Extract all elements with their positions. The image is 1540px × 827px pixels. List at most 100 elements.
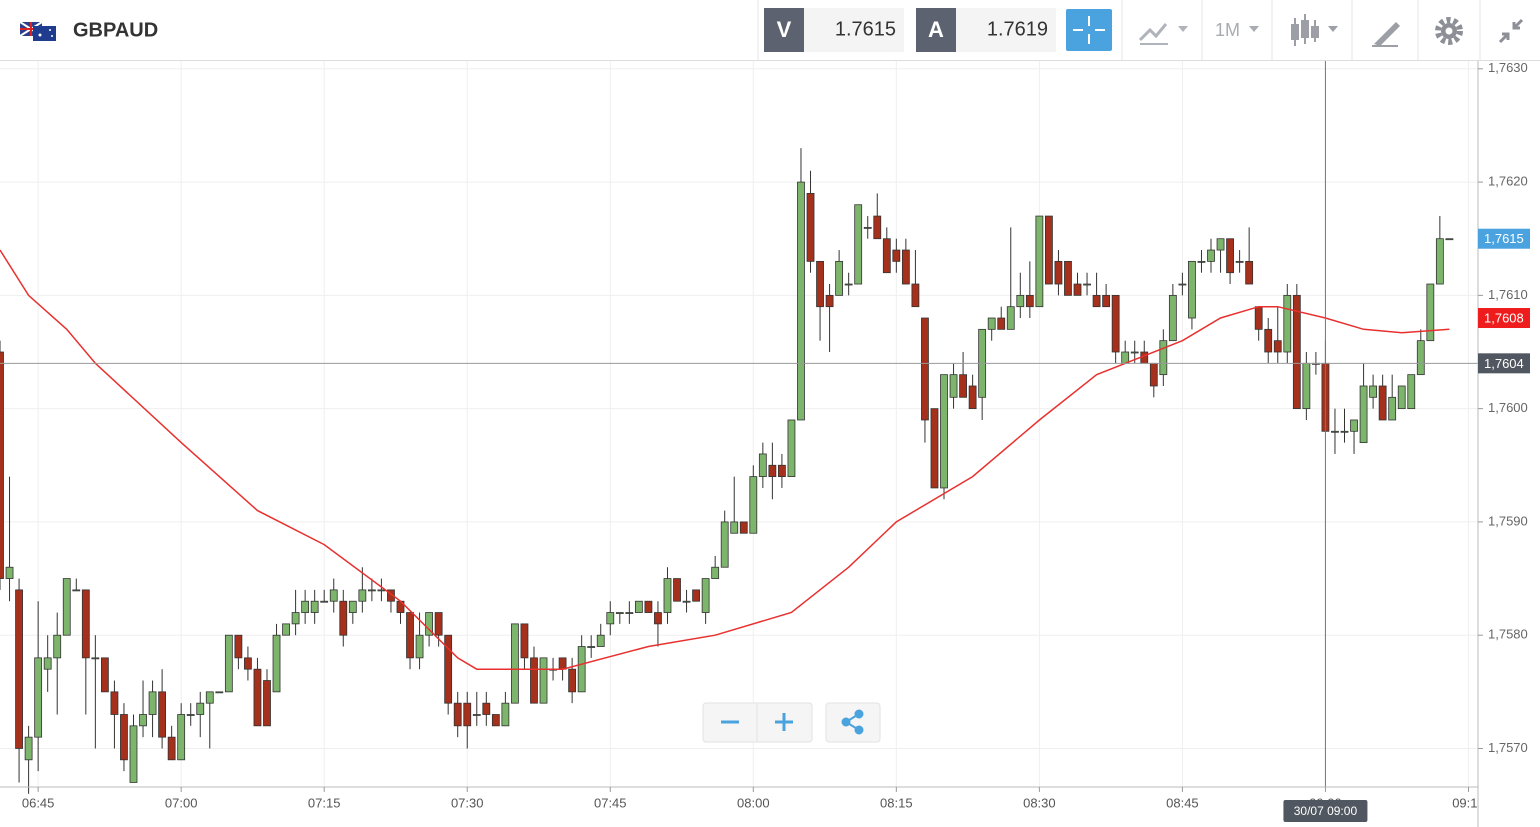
price-tag-box [1478,308,1530,329]
candle-body [224,634,233,693]
buy-price: 1.7619 [987,18,1048,40]
candle-body [291,612,300,625]
x-tick-label: 09:15 [1452,795,1485,810]
candle-body [1045,215,1053,285]
candle-body [596,634,605,647]
candle-body [959,374,967,398]
x-tick-label: 07:00 [165,795,198,810]
candle-body [434,612,443,636]
candle-body [406,612,414,659]
candle-body [1350,419,1358,432]
candle-body [873,215,882,240]
sell-button[interactable] [764,8,804,52]
x-tick-label: 07:45 [594,795,627,810]
candle-body [1340,430,1349,433]
candle-body [1197,260,1206,263]
candle-body [749,476,758,534]
candle-body [1140,351,1149,364]
candle-body [520,623,529,659]
x-tick-label: 06:45 [22,795,55,810]
sell-price: 1.7615 [835,18,896,40]
buy-price-box[interactable] [956,8,1056,52]
candle-body [835,260,844,296]
candle-body [1159,340,1168,376]
candle-body [1092,294,1101,308]
candle-body [558,657,567,670]
candle-body [387,589,395,602]
candle-body [949,374,958,398]
candle-body [1188,260,1196,319]
candle-body [720,521,729,568]
symbol: GBPAUD [73,19,158,41]
price-tag-box [1478,228,1530,249]
x-tick-label: 08:45 [1166,795,1199,810]
candle-body [501,702,510,727]
settings-button[interactable] [1435,17,1463,45]
candle-body [5,566,14,579]
timeframe-button[interactable]: 1M [1215,20,1259,40]
candle-body [463,702,472,727]
candle-body [186,714,195,716]
candle-body [1264,328,1273,353]
y-tick-label: 1,7610 [1488,287,1528,302]
candle-body [1216,238,1225,251]
candle-body [234,634,243,659]
axes: 1,7570 1,7580 1,7590 1,7600 1,7610 1,7620 1,76… [22,60,1530,822]
candle-body [491,714,500,727]
y-tick-label: 1,7620 [1488,174,1528,189]
candle-body [1245,260,1254,285]
candle-body [997,317,1006,330]
y-tick-label: 1,7580 [1488,627,1528,642]
candle-body [196,702,205,715]
candle-body [43,657,52,670]
candle-body [1207,249,1215,262]
candle-body [1435,238,1444,285]
candle-body [1283,294,1292,353]
candle-style-button[interactable] [1291,14,1338,46]
crosshair-y-label: 1,7604 [1484,356,1524,371]
candle-body [253,668,262,727]
candle-body [1064,260,1072,296]
sell-price-box[interactable] [804,8,904,52]
flag-icon [19,21,56,41]
candle-body [339,600,348,636]
candle-body [587,646,596,648]
candle-body [367,589,376,592]
candle-body [806,193,815,262]
candle-body [158,691,167,738]
share-button[interactable] [825,702,881,743]
crosshair-button[interactable] [1066,9,1112,51]
zoom-in-button[interactable] [775,713,793,731]
candle-body [1226,238,1234,274]
candle-body [377,589,386,592]
x-tick-label: 08:00 [737,795,770,810]
candle-body [1292,294,1301,410]
candle-body [1407,374,1416,410]
candle-body [1073,283,1082,296]
candle-body [568,668,577,693]
candle-body [1130,351,1139,354]
candle-body [701,578,710,613]
candle-body [482,702,491,715]
candle-body [778,464,786,478]
collapse-button[interactable] [1498,18,1524,44]
candle-body [62,578,71,636]
candle-body [205,691,214,704]
candle-body [1254,306,1263,330]
y-tick-label: 1,7630 [1488,60,1528,75]
candle-body [711,566,720,579]
candle-body [1426,283,1435,342]
candle-body [1388,396,1397,421]
draw-tool-button[interactable] [1372,22,1400,47]
moving-average [0,249,1450,670]
candle-body [1397,385,1406,410]
candle-body [15,589,23,749]
candle-body [53,634,62,659]
candle-body [892,249,901,262]
candle-body [1302,362,1311,410]
candle-body [34,657,43,738]
chart-type-button[interactable] [1138,23,1188,45]
candle-body [358,589,367,602]
buy-button[interactable] [916,8,956,52]
